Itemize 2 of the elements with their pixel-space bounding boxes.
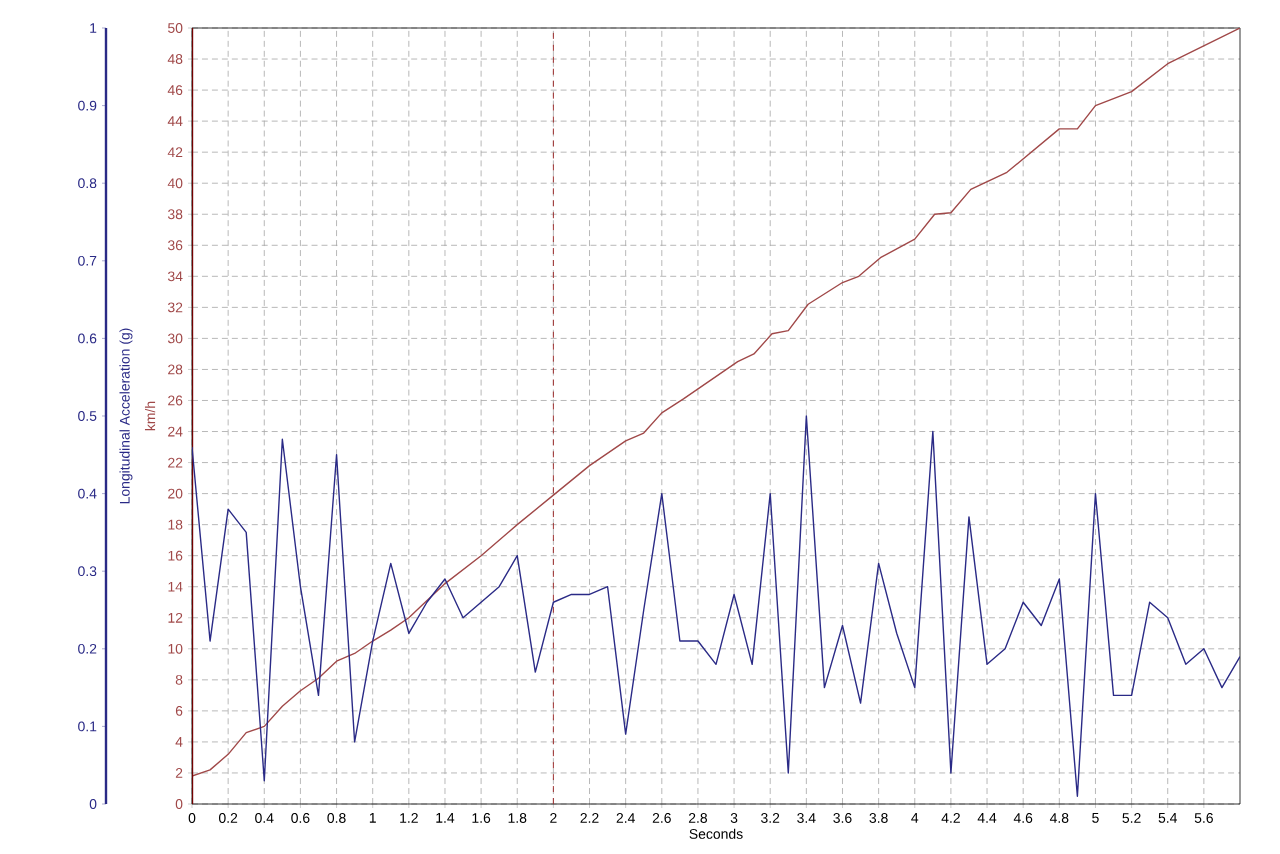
line-series [192,415,1241,797]
line-series [192,28,1241,777]
